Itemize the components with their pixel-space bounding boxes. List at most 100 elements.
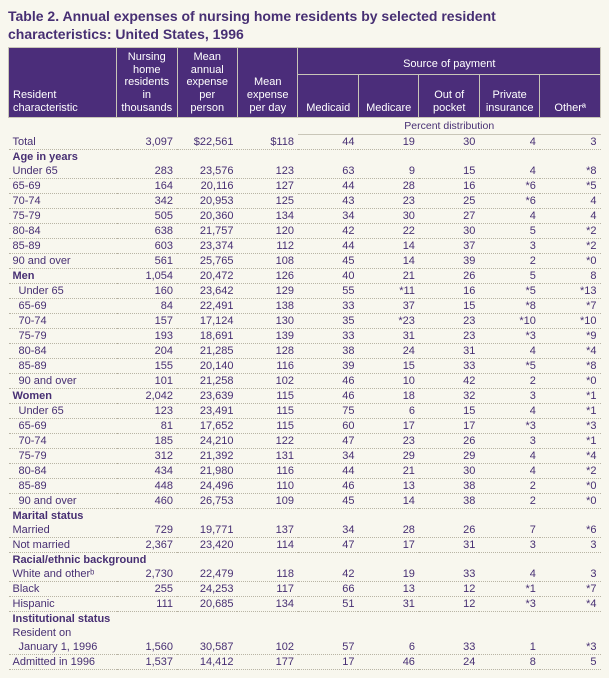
cell-value: 84 (117, 299, 177, 314)
cell-value: 42 (298, 567, 358, 582)
cell-value: *8 (540, 359, 601, 374)
cell-value: 3 (479, 434, 539, 449)
cell-value: 17,652 (177, 419, 237, 434)
cell-value: 24 (419, 655, 479, 670)
cell-value: 6 (358, 640, 418, 655)
cell-value: 4 (479, 449, 539, 464)
cell-value: 37 (358, 299, 418, 314)
expenses-table: Resident characteristic Nursing home res… (8, 47, 601, 670)
cell-value: 8 (540, 269, 601, 284)
cell-value: 30 (419, 135, 479, 150)
cell-value: 38 (419, 494, 479, 509)
cell-value: 46 (298, 389, 358, 404)
cell-value: 1,560 (117, 640, 177, 655)
cell-value: 44 (298, 135, 358, 150)
cell-value: 118 (237, 567, 297, 582)
cell-value: 45 (298, 494, 358, 509)
cell-value: 22 (358, 224, 418, 239)
cell-value: 23 (419, 314, 479, 329)
cell-value: 12 (419, 597, 479, 612)
row-label: Men (9, 269, 117, 284)
cell-value: 45 (298, 254, 358, 269)
cell-value: 127 (237, 179, 297, 194)
section-label: Racial/ethnic background (9, 553, 601, 568)
cell-value: 23,491 (177, 404, 237, 419)
cell-value: 2 (479, 374, 539, 389)
cell-value: 204 (117, 344, 177, 359)
cell-value: 17 (298, 655, 358, 670)
cell-value: *5 (540, 179, 601, 194)
cell-value: 122 (237, 434, 297, 449)
cell-value: 3 (540, 567, 601, 582)
row-label: 75-79 (9, 329, 117, 344)
cell-value: 21,392 (177, 449, 237, 464)
cell-value: *6 (479, 179, 539, 194)
cell-value: 23,639 (177, 389, 237, 404)
cell-value: 25,765 (177, 254, 237, 269)
cell-value: 21,757 (177, 224, 237, 239)
cell-value: *0 (540, 479, 601, 494)
cell-value: 17 (419, 419, 479, 434)
cell-value: 15 (358, 359, 418, 374)
cell-value: 129 (237, 284, 297, 299)
cell-value: 3 (479, 239, 539, 254)
cell-value: 30 (419, 224, 479, 239)
cell-value: 23 (358, 434, 418, 449)
cell-value: 155 (117, 359, 177, 374)
cell-value: 139 (237, 329, 297, 344)
cell-value: 28 (358, 179, 418, 194)
cell-value: 505 (117, 209, 177, 224)
cell-value: 60 (298, 419, 358, 434)
cell-value: 131 (237, 449, 297, 464)
hdr-oop: Out of pocket (419, 74, 479, 118)
cell-value: *8 (479, 299, 539, 314)
cell-value: 35 (298, 314, 358, 329)
cell-value: 4 (479, 344, 539, 359)
cell-value: 7 (479, 523, 539, 538)
cell-value: 15 (419, 404, 479, 419)
cell-value: 21,980 (177, 464, 237, 479)
cell-value: 603 (117, 239, 177, 254)
cell-value: 51 (298, 597, 358, 612)
table-title: Table 2. Annual expenses of nursing home… (8, 8, 601, 43)
cell-value: 33 (419, 640, 479, 655)
cell-value: 9 (358, 164, 418, 179)
cell-value: 108 (237, 254, 297, 269)
cell-value: 66 (298, 582, 358, 597)
cell-value: 46 (298, 479, 358, 494)
cell-value: 434 (117, 464, 177, 479)
cell-value: *9 (540, 329, 601, 344)
cell-value: 63 (298, 164, 358, 179)
cell-value: 46 (298, 374, 358, 389)
cell-value: *0 (540, 494, 601, 509)
cell-value: 34 (298, 209, 358, 224)
cell-value: 26 (419, 434, 479, 449)
cell-value: 111 (117, 597, 177, 612)
row-label: 65-69 (9, 299, 117, 314)
cell-value: 115 (237, 404, 297, 419)
cell-value: 13 (358, 582, 418, 597)
row-label: Under 65 (9, 284, 117, 299)
cell-value: 20,116 (177, 179, 237, 194)
cell-value: 4 (479, 567, 539, 582)
cell-value: 4 (479, 209, 539, 224)
cell-value: *1 (540, 434, 601, 449)
row-label: 80-84 (9, 224, 117, 239)
cell-value: *23 (358, 314, 418, 329)
row-label: 80-84 (9, 464, 117, 479)
cell-value: 3 (479, 538, 539, 553)
cell-value: 4 (540, 209, 601, 224)
cell-value: 101 (117, 374, 177, 389)
cell-value: 32 (419, 389, 479, 404)
cell-value: 4 (479, 464, 539, 479)
row-label: 90 and over (9, 374, 117, 389)
cell-value: 729 (117, 523, 177, 538)
cell-value: 31 (419, 538, 479, 553)
cell-value: *10 (479, 314, 539, 329)
cell-value: 6 (358, 404, 418, 419)
cell-value: 31 (419, 344, 479, 359)
cell-value: *5 (479, 284, 539, 299)
cell-value: 47 (298, 538, 358, 553)
cell-value: 18 (358, 389, 418, 404)
cell-value: *0 (540, 254, 601, 269)
